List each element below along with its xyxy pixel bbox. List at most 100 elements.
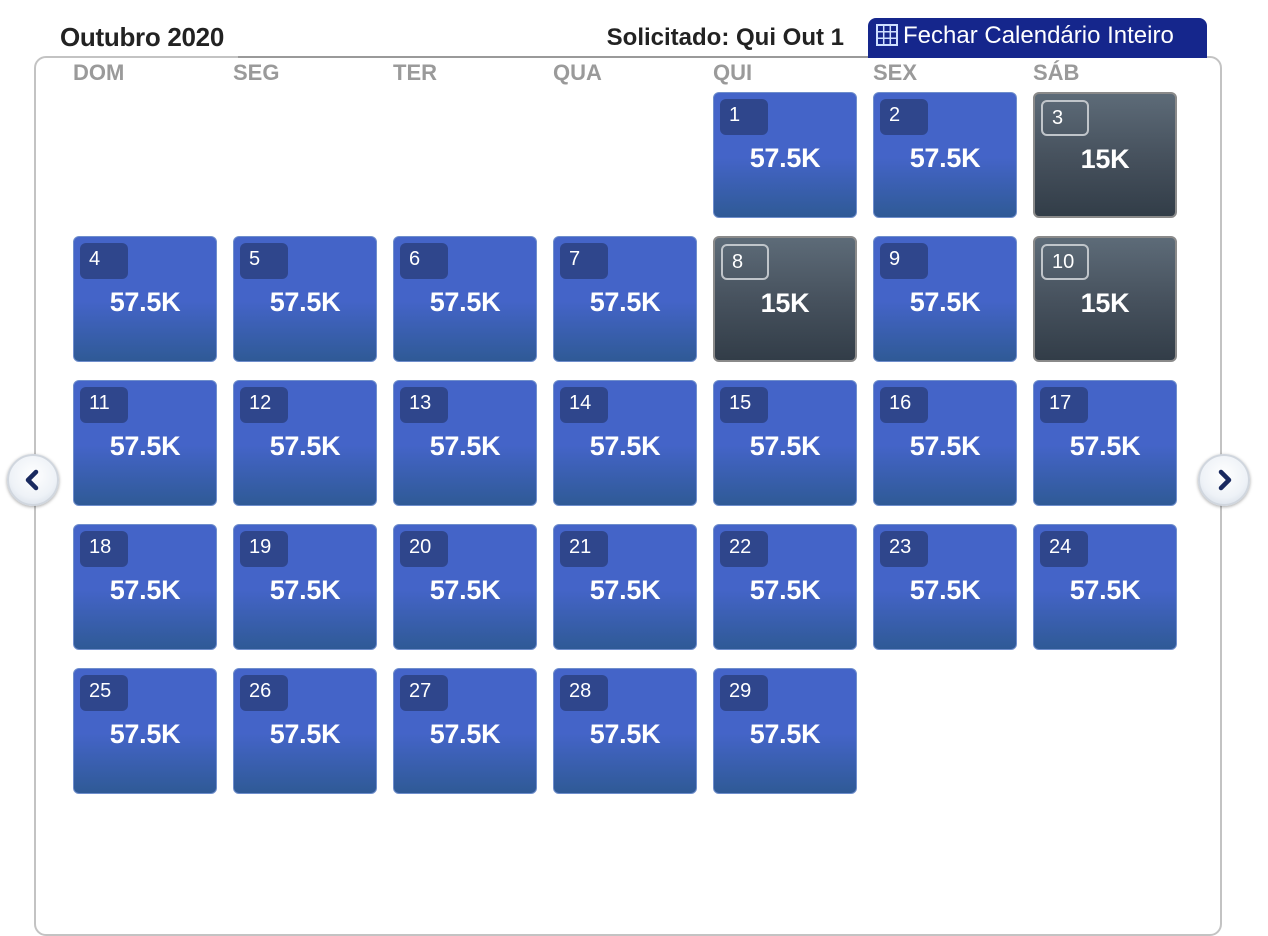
day-price: 57.5K [909,575,981,605]
day-number: 21 [560,531,608,567]
day-cell[interactable]: 8 15K [713,236,857,362]
day-price: 57.5K [269,431,341,461]
requested-date: Solicitado: Qui Out 1 [606,24,844,51]
day-cell[interactable]: 22 57.5K [713,524,857,650]
close-calendar-button[interactable]: Fechar Calendário Inteiro [868,18,1207,58]
day-number: 24 [1040,531,1088,567]
day-cell[interactable]: 28 57.5K [553,668,697,794]
day-cell[interactable]: 25 57.5K [73,668,217,794]
day-cell[interactable]: 5 57.5K [233,236,377,362]
day-price: 57.5K [749,431,821,461]
day-number: 5 [240,243,288,279]
day-price: 15K [1080,144,1130,174]
day-cell[interactable]: 2 57.5K [873,92,1017,218]
day-cell[interactable]: 14 57.5K [553,380,697,506]
day-price: 57.5K [589,575,661,605]
day-cell[interactable]: 3 15K [1033,92,1177,218]
day-number: 14 [560,387,608,423]
weekday-0: DOM [73,60,125,85]
day-cell[interactable]: 18 57.5K [73,524,217,650]
weekday-1: SEG [233,60,280,85]
day-number: 12 [240,387,288,423]
day-cell[interactable]: 10 15K [1033,236,1177,362]
day-cell[interactable]: 20 57.5K [393,524,537,650]
day-price: 57.5K [429,431,501,461]
day-number: 10 [1041,244,1089,280]
chevron-right-icon [1218,469,1232,491]
day-cell[interactable]: 4 57.5K [73,236,217,362]
close-calendar-label: Fechar Calendário Inteiro [903,22,1174,49]
day-number: 25 [80,675,128,711]
day-cell[interactable]: 29 57.5K [713,668,857,794]
day-number: 2 [880,99,928,135]
day-number: 15 [720,387,768,423]
day-number: 28 [560,675,608,711]
day-cell[interactable]: 19 57.5K [233,524,377,650]
day-price: 57.5K [429,719,501,749]
day-number: 29 [720,675,768,711]
day-price: 57.5K [269,719,341,749]
day-price: 15K [760,288,810,318]
day-cell[interactable]: 16 57.5K [873,380,1017,506]
month-title: Outubro 2020 [60,22,224,52]
day-price: 57.5K [269,575,341,605]
day-price: 57.5K [589,431,661,461]
day-price: 57.5K [429,287,501,317]
day-cell[interactable]: 11 57.5K [73,380,217,506]
day-number: 20 [400,531,448,567]
next-month-button[interactable] [1198,454,1250,506]
weekday-3: QUA [553,60,602,85]
grid-icon [876,24,898,53]
day-number: 23 [880,531,928,567]
header-divider [238,56,868,58]
day-number: 13 [400,387,448,423]
day-cell[interactable]: 21 57.5K [553,524,697,650]
day-price: 57.5K [589,287,661,317]
day-price: 57.5K [1069,575,1141,605]
day-number: 26 [240,675,288,711]
day-price: 57.5K [109,431,181,461]
day-price: 57.5K [269,287,341,317]
day-cell[interactable]: 1 57.5K [713,92,857,218]
day-number: 8 [721,244,769,280]
day-cell[interactable]: 9 57.5K [873,236,1017,362]
day-number: 3 [1041,100,1089,136]
weekday-5: SEX [873,60,918,85]
day-cell[interactable]: 23 57.5K [873,524,1017,650]
day-price: 57.5K [109,719,181,749]
day-cell[interactable]: 6 57.5K [393,236,537,362]
day-price: 57.5K [909,143,981,173]
day-number: 18 [80,531,128,567]
day-price: 57.5K [909,431,981,461]
day-cell[interactable]: 12 57.5K [233,380,377,506]
day-number: 16 [880,387,928,423]
day-number: 6 [400,243,448,279]
day-cell[interactable]: 26 57.5K [233,668,377,794]
weekday-6: SÁB [1033,60,1080,85]
day-number: 7 [560,243,608,279]
prev-month-button[interactable] [7,454,59,506]
day-cell[interactable]: 27 57.5K [393,668,537,794]
day-price: 57.5K [1069,431,1141,461]
weekday-2: TER [393,60,437,85]
day-price: 57.5K [749,719,821,749]
day-price: 57.5K [749,575,821,605]
day-price: 57.5K [589,719,661,749]
day-cell[interactable]: 24 57.5K [1033,524,1177,650]
day-number: 17 [1040,387,1088,423]
day-number: 27 [400,675,448,711]
day-price: 57.5K [109,575,181,605]
day-number: 22 [720,531,768,567]
day-price: 57.5K [429,575,501,605]
day-cell[interactable]: 15 57.5K [713,380,857,506]
day-cell[interactable]: 13 57.5K [393,380,537,506]
day-number: 4 [80,243,128,279]
day-price: 57.5K [909,287,981,317]
chevron-left-icon [25,469,39,491]
day-number: 11 [80,387,128,423]
day-price: 57.5K [749,143,821,173]
day-price: 57.5K [109,287,181,317]
day-cell[interactable]: 7 57.5K [553,236,697,362]
day-cell[interactable]: 17 57.5K [1033,380,1177,506]
day-price: 15K [1080,288,1130,318]
